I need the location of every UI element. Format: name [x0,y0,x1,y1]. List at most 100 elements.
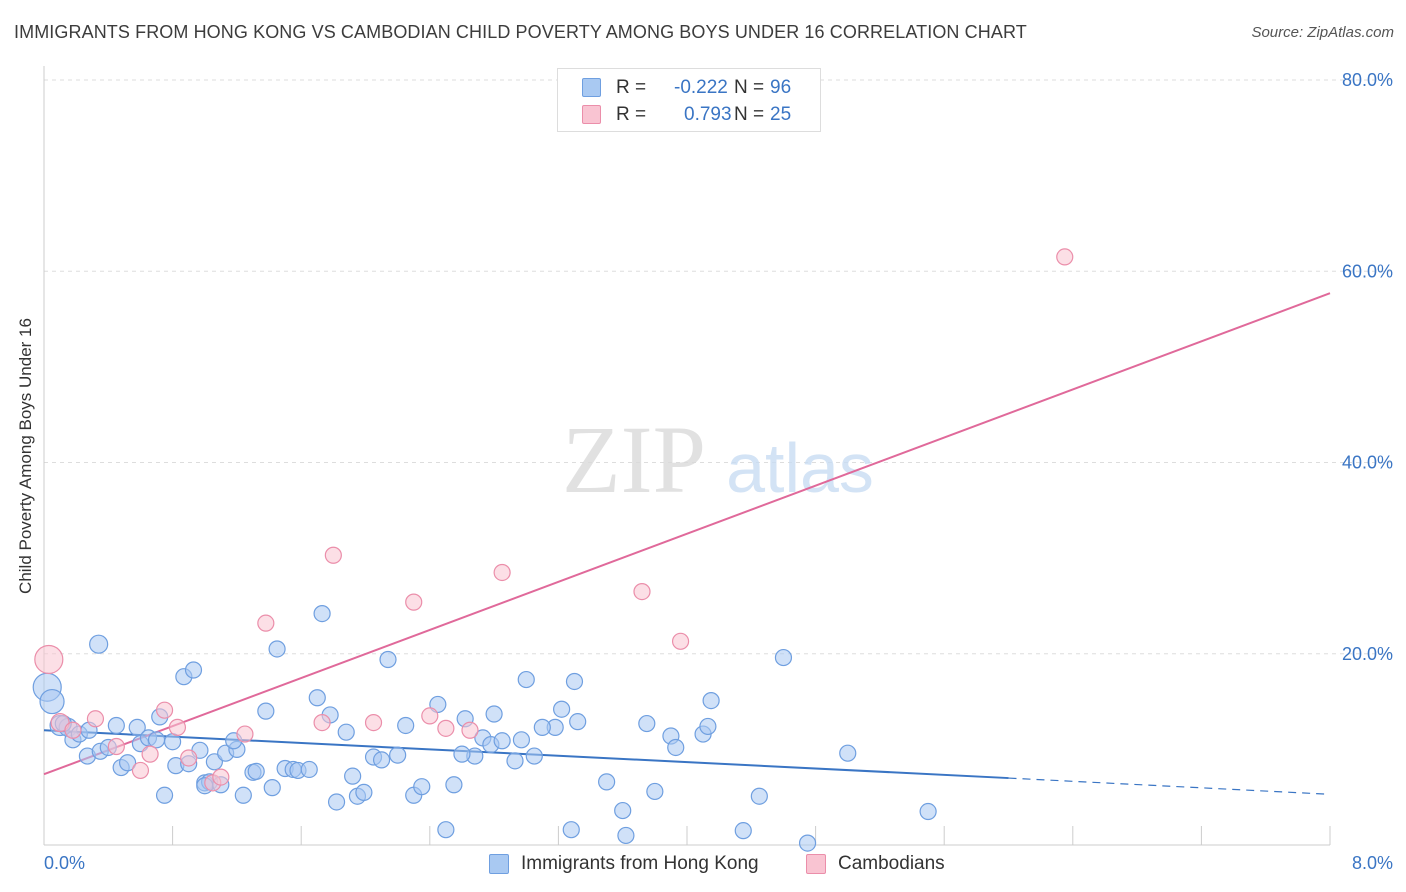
point-hong-kong [39,688,65,715]
point-cambodian [421,707,439,725]
point-hong-kong [598,773,616,791]
point-hong-kong [389,746,407,764]
point-hong-kong [344,767,362,785]
point-hong-kong [525,747,543,765]
point-hong-kong [798,834,817,852]
point-hong-kong [702,692,720,710]
bottom-legend-swatch-hong-kong [489,854,509,874]
point-hong-kong [493,732,511,750]
tick-labels: 20.0% 40.0% 60.0% 80.0% 0.0% 8.0% [44,70,1393,873]
y-tick-label: 40.0% [1342,453,1393,473]
point-cambodian [324,546,342,564]
point-hong-kong [569,713,587,731]
point-hong-kong [445,776,463,794]
point-hong-kong [506,752,524,770]
point-hong-kong [517,670,535,689]
point-hong-kong [247,762,265,780]
point-cambodian [34,644,64,675]
point-hong-kong [533,718,551,736]
point-cambodian [180,749,198,767]
point-hong-kong [257,702,275,720]
point-hong-kong [774,648,793,667]
correlation-legend: R = -0.222 N = 96 R = 0.793 N = 25 [557,68,821,132]
point-cambodian [257,614,275,632]
point-hong-kong [699,717,717,736]
point-cambodian [131,761,150,780]
trend-line-hong-kong-extension [1008,777,1331,795]
bottom-legend-label: Immigrants from Hong Kong [521,853,759,874]
legend-r-value: -0.222 [674,77,728,98]
axes [43,66,1331,846]
point-hong-kong [646,782,664,801]
watermark-atlas: atlas [726,429,874,507]
legend-n-value: 96 [770,77,792,98]
point-hong-kong [734,822,752,840]
point-hong-kong [155,786,174,804]
point-hong-kong [617,826,635,845]
point-hong-kong [300,760,318,779]
point-hong-kong [355,783,373,802]
gridlines [44,79,1392,655]
y-tick-label: 60.0% [1342,261,1393,281]
point-hong-kong [147,731,166,749]
point-cambodian [1056,248,1074,266]
point-hong-kong [107,716,125,735]
y-tick-label: 80.0% [1342,70,1393,90]
x-tick-label: 0.0% [44,853,85,873]
legend-r-value: 0.793 [684,104,732,125]
point-hong-kong [337,723,355,741]
chart-title: IMMIGRANTS FROM HONG KONG VS CAMBODIAN C… [14,22,1027,42]
point-hong-kong [553,700,571,718]
point-hong-kong [234,786,252,804]
watermark: ZIP atlas [562,406,874,513]
point-hong-kong [562,821,580,839]
point-hong-kong [379,650,397,669]
point-hong-kong [184,661,203,679]
point-hong-kong [512,731,531,749]
point-hong-kong [89,634,109,654]
point-cambodian [671,632,690,650]
point-hong-kong [164,733,182,751]
point-hong-kong [413,778,431,796]
point-cambodian [461,721,479,739]
point-hong-kong [638,714,656,733]
point-cambodian [64,721,82,739]
point-hong-kong [268,640,286,658]
point-hong-kong [118,754,137,772]
point-cambodian [437,719,455,737]
legend-r-label: R = [616,77,647,98]
bottom-legend-swatch-cambodians [806,854,826,874]
point-cambodian [313,713,331,732]
point-hong-kong [437,821,455,839]
point-hong-kong [128,718,146,736]
point-hong-kong [313,604,331,623]
point-hong-kong [453,745,471,763]
point-cambodian [107,737,125,756]
point-cambodian [155,701,174,719]
point-hong-kong [397,716,415,735]
point-cambodian [86,710,105,728]
data-points [32,248,1074,852]
point-hong-kong [372,751,391,769]
point-hong-kong [839,744,857,762]
watermark-zip: ZIP [562,406,706,513]
point-hong-kong [614,801,632,820]
point-cambodian [212,768,230,786]
legend-n-label: N = [734,77,765,98]
point-cambodian [364,713,383,732]
point-cambodian [168,718,187,736]
legend-r-label: R = [616,104,647,125]
point-hong-kong [565,672,584,691]
point-cambodian [633,582,651,601]
legend-n-value: 25 [770,104,792,125]
trend-line-cambodians [43,292,1331,776]
point-hong-kong [485,705,503,723]
legend-swatch-cambodians [582,105,601,124]
y-axis-label: Child Poverty Among Boys Under 16 [16,318,35,594]
point-hong-kong [327,793,346,811]
point-cambodian [141,745,159,763]
point-hong-kong [308,689,326,707]
point-hong-kong [750,787,768,805]
bottom-legend-label: Cambodians [838,853,945,874]
